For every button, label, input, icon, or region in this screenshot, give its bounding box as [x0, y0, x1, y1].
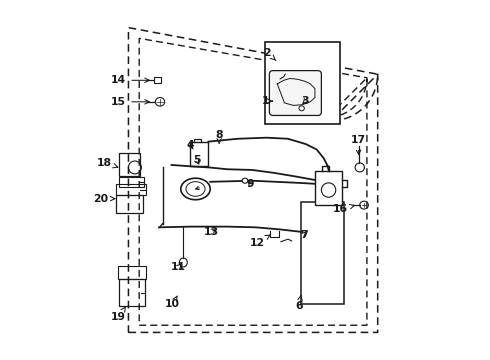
- Bar: [116, 195, 143, 213]
- Bar: [119, 153, 140, 176]
- Text: 20: 20: [93, 194, 115, 204]
- Text: 2: 2: [264, 48, 276, 60]
- Bar: [153, 77, 161, 83]
- Bar: [315, 171, 342, 205]
- Text: 9: 9: [246, 179, 254, 189]
- Text: 15: 15: [111, 97, 149, 107]
- Text: 11: 11: [171, 262, 186, 272]
- Bar: [191, 142, 208, 166]
- Text: 17: 17: [350, 135, 366, 154]
- Ellipse shape: [242, 178, 248, 183]
- Bar: [300, 202, 343, 304]
- Bar: [120, 279, 145, 306]
- Text: 19: 19: [111, 307, 126, 322]
- Text: 6: 6: [295, 296, 303, 311]
- Bar: [119, 177, 144, 187]
- Text: 10: 10: [165, 296, 180, 309]
- Bar: [118, 266, 146, 279]
- FancyBboxPatch shape: [270, 71, 321, 116]
- Text: 13: 13: [203, 227, 219, 237]
- Text: 16: 16: [333, 204, 354, 215]
- Text: 5: 5: [193, 155, 200, 165]
- Bar: [116, 184, 147, 195]
- Text: 1: 1: [262, 96, 272, 106]
- Text: 3: 3: [301, 96, 309, 106]
- Bar: [265, 42, 340, 125]
- Text: 18: 18: [97, 158, 118, 168]
- Text: 8: 8: [216, 130, 223, 143]
- Text: 12: 12: [250, 235, 270, 248]
- Text: 7: 7: [300, 230, 308, 239]
- Text: 4: 4: [187, 140, 195, 150]
- Text: 14: 14: [111, 75, 149, 85]
